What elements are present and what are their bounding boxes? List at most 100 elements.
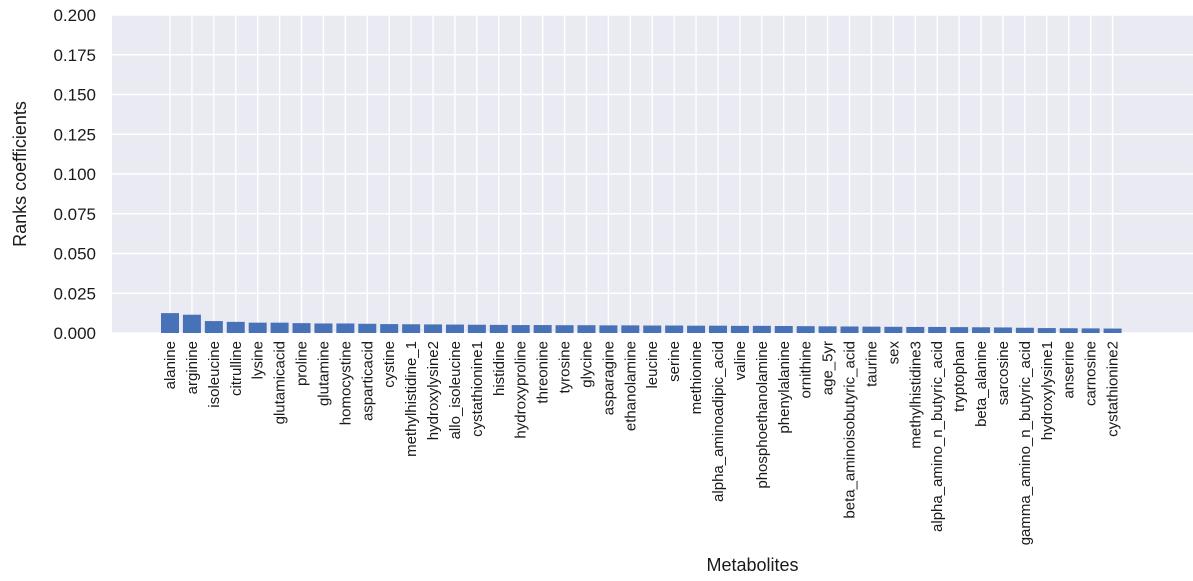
bar-cystathionine1 [467, 324, 486, 333]
bar-alpha_aminoadipic_acid [709, 325, 727, 333]
x-tick-label: lysine [250, 341, 267, 379]
x-tick-label: serine [666, 341, 683, 382]
bar-histidine [489, 324, 508, 333]
x-axis-label: Metabolites [706, 555, 798, 575]
bar-taurine [862, 326, 881, 333]
x-tick-label: citrulline [228, 341, 245, 396]
x-tick-label: phosphoethanolamine [754, 341, 771, 489]
bar-homocystine [336, 323, 355, 333]
x-tick-label: valine [732, 341, 749, 380]
y-tick-labels: 0.000 0.025 0.050 0.075 0.100 0.125 0.150 0.175… [53, 6, 96, 343]
bar-proline [292, 323, 311, 333]
x-tick-label: hydroxyproline [513, 341, 530, 439]
x-tick-label: threonine [535, 341, 552, 404]
x-tick-label: gamma_amino_n_butyric_acid [1017, 341, 1034, 545]
bar-beta_alanine [972, 327, 991, 333]
bar-age_5yr [818, 326, 837, 333]
x-tick-label: ethanolamine [622, 341, 639, 431]
x-tick-label: methylhistidine_1 [403, 341, 420, 457]
x-tick-label: glutamicacid [272, 341, 289, 424]
x-tick-label: asparticacid [359, 341, 376, 421]
bar-phenylalanine [774, 326, 793, 333]
x-tick-label: age_5yr [820, 341, 837, 395]
bar-ornithine [796, 326, 815, 333]
bar-methionine [687, 325, 706, 333]
y-tick-label: 0.150 [53, 86, 96, 105]
x-tick-label: alpha_amino_n_butyric_acid [929, 341, 946, 532]
x-tick-label: beta_aminoisobutyric_acid [842, 341, 859, 519]
x-tick-label: methylhistidine3 [907, 341, 924, 449]
bar-glutamine [314, 323, 333, 333]
x-tick-label: glutamine [315, 341, 332, 406]
bar-carnosine [1081, 328, 1100, 333]
y-tick-label: 0.050 [53, 245, 96, 264]
bar-cystathionine2 [1103, 328, 1122, 333]
bar-ethanolamine [621, 325, 640, 333]
bar-gamma_amino_n_butyric_acid [1015, 327, 1034, 333]
bar-leucine [643, 325, 662, 333]
bar-asparticacid [358, 323, 377, 333]
x-tick-label: homocystine [337, 341, 354, 425]
x-tick-labels: alanine arginine isoleucine citrulline lysin… [162, 341, 1122, 546]
x-tick-label: beta_alanine [973, 341, 990, 427]
x-tick-label: alanine [162, 341, 179, 389]
bar-anserine [1059, 328, 1078, 333]
x-tick-label: allo_isoleucine [447, 341, 464, 439]
bar-alpha_amino_n_butyric_acid [928, 326, 947, 333]
x-tick-label: hydroxylysine2 [425, 341, 442, 440]
bar-glutamicacid [270, 322, 289, 333]
bar-glycine [577, 325, 596, 333]
y-tick-label: 0.200 [53, 6, 96, 25]
grid-lines [112, 14, 1193, 334]
x-tick-label: cystine [381, 341, 398, 388]
bar-sex [884, 326, 903, 333]
x-tick-label: sarcosine [995, 341, 1012, 405]
x-tick-label: methionine [688, 341, 705, 414]
y-axis-label: Ranks coefficients [10, 101, 30, 247]
bar-beta_aminoisobutyric_acid [840, 326, 859, 333]
bar-arginine [182, 314, 201, 333]
x-tick-label: anserine [1061, 341, 1078, 399]
y-tick-label: 0.000 [53, 324, 96, 343]
bar-allo_isoleucine [445, 324, 464, 333]
x-tick-label: phenylalanine [776, 341, 793, 434]
y-tick-label: 0.025 [53, 284, 96, 303]
bar-alanine [161, 313, 179, 333]
x-tick-label: tyrosine [557, 341, 574, 394]
y-tick-label: 0.075 [53, 205, 96, 224]
bar-serine [665, 325, 684, 333]
x-tick-label: hydroxylysine1 [1039, 341, 1056, 440]
bar-methylhistidine_1 [402, 324, 421, 333]
x-tick-label: glycine [578, 341, 595, 388]
bar-asparagine [599, 325, 618, 333]
x-tick-label: taurine [863, 341, 880, 387]
x-tick-label: leucine [644, 341, 661, 389]
bar-hydroxylysine2 [424, 324, 443, 333]
bars [161, 313, 1122, 333]
x-tick-label: histidine [491, 341, 508, 396]
bar-phosphoethanolamine [752, 325, 771, 333]
y-tick-label: 0.175 [53, 46, 96, 65]
bar-methylhistidine3 [906, 326, 925, 333]
y-tick-label: 0.100 [53, 165, 96, 184]
x-tick-label: sex [885, 341, 902, 365]
bar-tyrosine [555, 325, 574, 333]
bar-lysine [248, 322, 267, 333]
x-tick-label: isoleucine [206, 341, 223, 408]
bar-sarcosine [993, 327, 1012, 333]
bar-cystine [380, 324, 399, 333]
bar-citrulline [226, 321, 245, 333]
bar-hydroxylysine1 [1037, 328, 1056, 333]
bar-isoleucine [204, 321, 223, 333]
y-tick-label: 0.125 [53, 125, 96, 144]
x-tick-label: proline [294, 341, 311, 386]
x-tick-label: ornithine [798, 341, 815, 399]
x-tick-label: tryptophan [951, 341, 968, 412]
x-tick-label: carnosine [1083, 341, 1100, 406]
bar-tryptophan [950, 327, 969, 333]
x-tick-label: asparagine [600, 341, 617, 415]
bar-hydroxyproline [511, 325, 530, 333]
x-tick-label: cystathionine2 [1105, 341, 1122, 437]
